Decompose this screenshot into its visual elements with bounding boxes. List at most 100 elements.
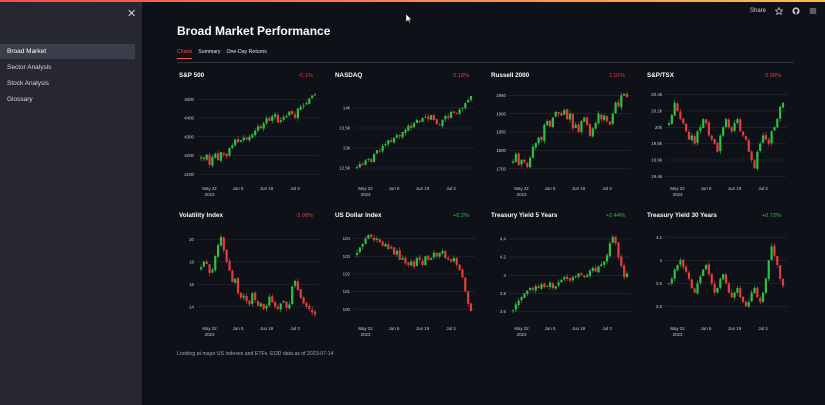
candle-body (305, 302, 308, 307)
candle-body (551, 117, 554, 127)
x-tick-label: Jul 3 (290, 186, 300, 191)
candle-body (685, 123, 688, 132)
hamburger-menu-icon[interactable] (809, 7, 817, 15)
tab-one-day-returns[interactable]: One-Day Returns (226, 49, 267, 55)
candle-body (364, 160, 367, 165)
candle-body (219, 152, 223, 161)
y-tick-label: 4.2 (500, 255, 507, 260)
candle-body (288, 111, 291, 116)
candle-body (517, 153, 520, 166)
candle-body (667, 283, 671, 285)
candle-body (566, 109, 569, 120)
candle-body (282, 301, 285, 303)
candle-body (614, 236, 617, 244)
sidebar-item-glossary[interactable]: Glossary (7, 96, 33, 103)
candle-body (469, 303, 473, 311)
y-tick-label: 1750 (496, 166, 506, 171)
sidebar-item-sector-analysis[interactable]: Sector Analysis (7, 64, 52, 71)
candle-body (750, 151, 753, 160)
candle-body (534, 143, 537, 148)
x-tick-label: Jun 19 (260, 186, 274, 191)
candle-body (586, 117, 589, 125)
candle-body (673, 269, 676, 279)
top-accent-bar (0, 0, 825, 2)
candle-body (764, 135, 767, 140)
candle-body (724, 274, 728, 284)
candle-body (256, 126, 260, 131)
y-tick-label: 3.6 (500, 309, 507, 314)
candle-body (744, 301, 748, 307)
candle-body (291, 111, 294, 115)
candle-body (523, 293, 526, 298)
toolbar: Share (750, 6, 817, 16)
candle-body (299, 106, 302, 110)
y-tick-label: 4300 (184, 134, 194, 139)
candle-body (285, 301, 288, 308)
x-tick-label: Jul 3 (290, 326, 300, 331)
candle-body (767, 260, 770, 279)
candle-body (571, 113, 574, 129)
sidebar-item-stock-analysis[interactable]: Stock Analysis (7, 80, 49, 87)
candle-body (719, 278, 722, 288)
candle-body (690, 279, 693, 288)
candle-body (288, 304, 291, 309)
candle-body (724, 119, 728, 127)
candle-body (540, 136, 543, 141)
candle-body (441, 120, 444, 127)
candle-body (225, 249, 228, 262)
y-tick-label: 19.4k (651, 174, 663, 179)
candle-body (415, 258, 418, 267)
candle-body (214, 256, 217, 271)
candle-body (245, 296, 248, 302)
star-icon[interactable] (775, 7, 783, 15)
candle-body (299, 289, 302, 298)
candle-body (699, 276, 702, 283)
x-tick-label: Jun 5 (233, 186, 244, 191)
y-tick-label: 4500 (184, 97, 194, 102)
candle-body (214, 153, 217, 158)
candle-body (617, 242, 620, 258)
candle-body (404, 257, 407, 264)
candle-body (370, 159, 373, 162)
tab-summary[interactable]: Summary (198, 49, 221, 55)
candle-body (733, 292, 736, 298)
candle-body (707, 122, 710, 136)
candle-body (458, 109, 461, 114)
candle-body (202, 157, 205, 160)
close-icon[interactable]: ✕ (127, 8, 137, 20)
candle-body (670, 278, 673, 284)
candle-body (568, 113, 572, 120)
candle-body (722, 127, 725, 136)
x-tick-label: Jun 5 (701, 186, 712, 191)
candle-body (262, 123, 265, 129)
candle-body (764, 278, 767, 293)
candle-body (761, 135, 765, 143)
candle-body (511, 309, 515, 311)
candle-body (271, 116, 274, 121)
candle-body (682, 118, 685, 124)
x-tick-label: May 22 (514, 326, 529, 331)
sidebar-item-broad-market[interactable]: Broad Market (0, 44, 135, 59)
candle-body (676, 264, 679, 271)
y-tick-label: 12.5k (339, 166, 351, 171)
tab-charts[interactable]: Charts (177, 49, 193, 59)
share-button[interactable]: Share (749, 8, 766, 14)
y-tick-label: 4200 (184, 153, 194, 158)
candle-body (412, 123, 416, 128)
candle-body (685, 266, 688, 272)
y-tick-label: 1800 (496, 148, 506, 153)
y-tick-label: 101 (343, 289, 351, 294)
candle-body (404, 130, 407, 133)
x-tick-label: 2023 (673, 192, 683, 197)
candle-body (546, 121, 549, 126)
candle-body (231, 270, 234, 282)
candle-body (625, 273, 629, 277)
candle-body (617, 101, 620, 107)
chart-change-value: +0.72% (762, 213, 781, 219)
x-tick-label: May 22 (202, 186, 217, 191)
candle-body (719, 135, 722, 152)
github-icon[interactable] (792, 7, 800, 15)
candle-body (361, 243, 364, 247)
candle-body (410, 261, 413, 266)
candle-body (722, 274, 725, 280)
